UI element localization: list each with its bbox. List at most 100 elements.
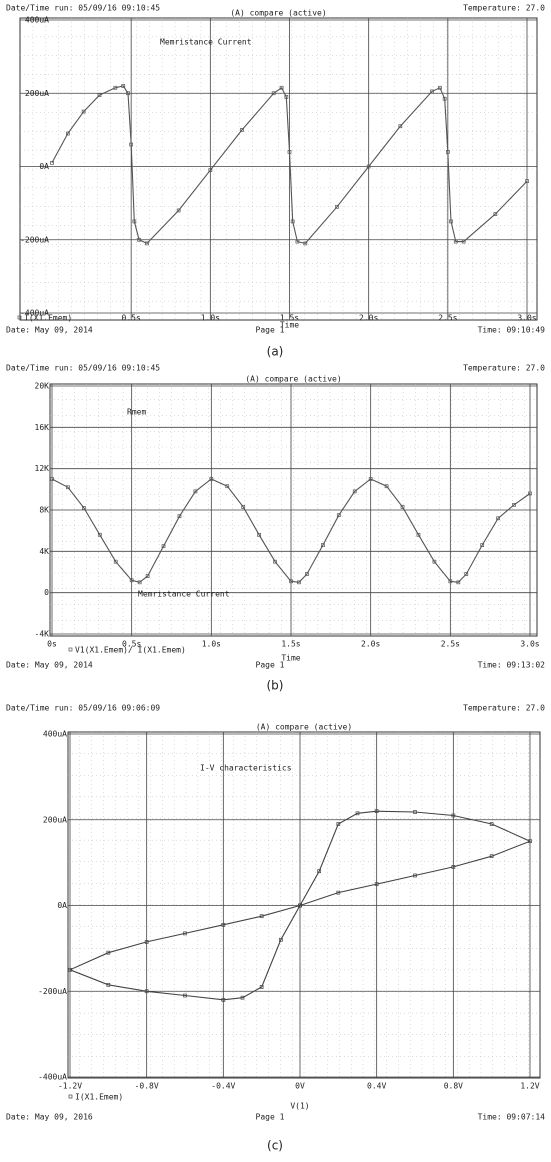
point-marker (129, 142, 134, 147)
point-marker (161, 544, 166, 549)
point-marker (456, 580, 461, 585)
point-marker (496, 516, 500, 521)
x-tick-label: 2.5s (438, 314, 457, 323)
point-marker (297, 580, 301, 585)
chart-title: (A) compare (active) (256, 723, 352, 732)
point-marker (451, 813, 456, 818)
footer-center: Page 1 (256, 661, 285, 670)
x-tick-label: 0.8V (444, 1082, 463, 1091)
y-tick-label: 0A (39, 162, 49, 171)
x-tick-label: 0V (295, 1082, 305, 1091)
point-marker (290, 219, 295, 224)
point-marker (461, 239, 466, 244)
point-marker (374, 809, 379, 814)
point-marker (336, 513, 341, 518)
annotation: I-V characteristics (200, 764, 292, 773)
point-marker (144, 940, 149, 944)
point-marker (489, 822, 494, 826)
point-marker (321, 543, 325, 547)
series-line (51, 478, 531, 583)
point-marker (528, 491, 532, 496)
point-marker (257, 532, 261, 537)
point-marker (398, 124, 403, 129)
x-axis-label: Time (280, 321, 299, 330)
x-axis-label: Time (281, 654, 300, 663)
footer-left: Date: May 09, 2014 (6, 661, 93, 670)
point-marker (97, 93, 102, 97)
point-marker (259, 985, 264, 989)
point-marker (317, 869, 322, 874)
point-marker (145, 574, 150, 578)
footer-right: Time: 09:07:14 (478, 1113, 546, 1122)
footer-left: Date: May 09, 2014 (6, 326, 93, 335)
header-right: Temperature: 27.0 (463, 704, 545, 713)
point-marker (413, 810, 417, 814)
x-tick-label: 1.2V (520, 1082, 539, 1091)
legend-marker (17, 315, 22, 320)
header-right: Temperature: 27.0 (463, 364, 545, 373)
point-marker (183, 931, 187, 936)
point-marker (144, 989, 149, 994)
point-marker (68, 967, 72, 972)
point-marker (50, 477, 54, 481)
point-marker (221, 922, 226, 927)
y-tick-label: -400uA (38, 1073, 67, 1082)
y-tick-label: 400uA (25, 16, 49, 25)
legend-label: I(X1.Emem) (75, 1093, 123, 1102)
point-marker (97, 532, 102, 537)
x-tick-label: 2.0s (359, 314, 378, 323)
annotation: Rmem (127, 408, 146, 417)
x-axis-label: V(1) (290, 1102, 309, 1111)
point-marker (489, 854, 494, 859)
series-line (68, 810, 532, 1001)
point-marker (65, 131, 70, 136)
point-marker (512, 502, 516, 507)
point-marker (368, 477, 373, 481)
point-marker (298, 903, 302, 908)
point-marker (106, 982, 111, 987)
chart-title: (A) compare (active) (230, 9, 326, 18)
footer-center: Page 1 (256, 326, 285, 335)
point-marker (145, 241, 149, 246)
y-tick-label: 400uA (43, 730, 67, 739)
x-tick-label: -0.8V (135, 1082, 159, 1091)
point-marker (449, 219, 453, 224)
y-tick-label: -200uA (20, 235, 49, 244)
point-marker (287, 150, 292, 154)
point-marker (82, 506, 86, 510)
point-marker (240, 995, 245, 1000)
point-marker (430, 89, 434, 94)
point-marker (525, 179, 529, 183)
point-marker (113, 85, 118, 90)
x-tick-label: 2.5s (441, 640, 460, 649)
point-marker (374, 882, 379, 886)
y-tick-label: 0 (44, 588, 49, 597)
point-marker (493, 212, 498, 216)
point-marker (106, 950, 111, 955)
chart-title: (A) compare (active) (245, 375, 341, 384)
legend-label: V1(X1.Emem)/ I(X1.Emem) (75, 646, 186, 655)
point-marker (193, 489, 198, 494)
point-marker (209, 477, 214, 481)
y-tick-label: 4K (39, 547, 49, 556)
point-marker (416, 532, 421, 537)
point-marker (305, 572, 309, 576)
point-marker (81, 109, 86, 114)
point-marker (50, 160, 54, 165)
point-marker (303, 241, 308, 246)
point-marker (413, 873, 417, 878)
point-marker (240, 128, 244, 132)
point-marker (335, 204, 339, 209)
footer-center: Page 1 (256, 1113, 285, 1122)
point-marker (129, 578, 134, 583)
point-marker (448, 579, 453, 584)
point-marker (445, 150, 450, 154)
y-tick-label: 200uA (43, 815, 67, 824)
point-marker (113, 559, 118, 564)
point-marker (366, 164, 371, 169)
point-marker (464, 572, 469, 576)
footer-left: Date: May 09, 2016 (6, 1113, 93, 1122)
y-tick-label: 12K (35, 464, 50, 473)
x-tick-label: 0.5s (122, 640, 141, 649)
point-marker (271, 91, 276, 96)
